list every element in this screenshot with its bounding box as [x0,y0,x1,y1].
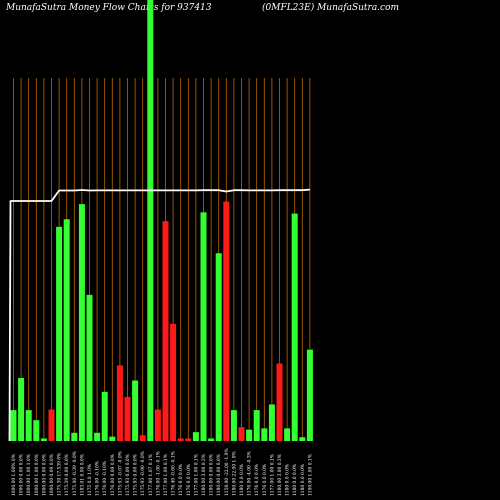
bar [109,436,116,441]
x-tick-label: 1177.00 1.00 0.1% [270,454,275,496]
x-tick-label: 1176.00 -1.00 -0.1% [156,451,161,496]
x-tick-label: 1000.00 1.00 1.0% [27,454,32,496]
x-tick-label: 1000.00 0.09 0.0% [50,454,55,496]
bar [40,438,47,441]
bar [299,437,306,441]
x-tick-label: 1175.39 17.539 8% [58,453,63,496]
x-tick-label: 1177.00 1.00 0.1% [194,454,199,496]
x-tick-label: 1175 0.0 1.0% [88,464,93,496]
x-tick-label: 1176.00 -0.10% [96,461,101,496]
bar [291,213,298,441]
x-tick-label: 1180 0.0 0.0% [301,464,306,496]
chart-code-site: (0MFL23E) MunafaSutra.com [262,3,400,13]
bar [276,363,283,441]
line-layer [8,188,310,442]
grid-layer [13,78,311,441]
bar [132,380,139,441]
price-line [8,188,310,442]
x-tick-label: 1175.93 -0.90 -0.0% [141,451,146,496]
x-tick-label: 1000.00 1.00% 0% [12,454,17,496]
bar [101,391,108,441]
bar [261,428,268,441]
x-tick-label: 1175.93 0.00 0.0% [134,454,139,496]
bar [170,323,177,441]
x-tick-label: 1180.00 22.00 1.9% [232,451,237,496]
x-tick-label: 1177.00 1.00 0.1% [164,454,169,496]
x-tick-label: 1175.39 0.00 0.0% [65,454,70,496]
x-tick-label: 1176.40 -0.60 -0.1% [172,451,177,496]
bar [215,253,222,441]
x-tick-label: 1176 0.0 0.0% [255,464,260,496]
bar [116,365,123,441]
bar [185,438,192,441]
x-tick-label: 1176 0.0 0.0% [187,464,192,496]
bar [200,212,207,441]
x-tick-label: 1180 0.0 0.0% [293,464,298,496]
bar [246,429,253,441]
bar [94,432,101,441]
bar [56,226,63,441]
x-tick-label: 1000.00 0.00 0.0% [42,454,47,496]
x-tick-label: 1180.00 0.00 0.0% [210,454,215,496]
x-tick-label: 1176.00 0.00 0.0% [111,454,116,496]
bar [268,404,275,441]
x-tick-label: 1183.01 0.00 0.0% [80,454,85,496]
bar [33,420,40,441]
bar [177,438,184,441]
x-tick-label: 1176.00 -0.10% [103,461,108,496]
x-tick-label: 1000.00 0.00 0.0% [20,454,25,496]
bar [284,428,291,441]
bar [208,438,215,441]
bar [306,349,313,441]
bar [124,396,131,441]
x-tick-label: 1175.00 -0.39 -0.0% [73,451,78,496]
bar [230,410,237,441]
x-tick-label: 1175.93 0.00 0.0% [126,454,131,496]
bar-layer [10,0,313,441]
x-tick-label: 1180 0.0 0.0% [286,464,291,496]
x-label-layer: 1000.00 1.00% 0% 1000.00 0.00 0.0% 1000.00… [12,448,313,496]
x-tick-label: 1176.00 -4.00 -0.3% [248,451,253,496]
x-tick-label: 1158.00 -22.00 -1.9% [225,448,230,496]
x-tick-label: 1180.00 3.00 0.3% [202,454,207,496]
x-tick-label: 1180 0.0 0.0% [240,464,245,496]
bar [223,201,230,441]
bar [78,204,85,441]
bar [162,221,169,441]
bar [18,378,25,441]
x-tick-label: 1000.00 1.00 0.0% [35,454,40,496]
bar [147,0,154,441]
bar [192,432,199,441]
x-tick-label: 1176 0.0 0.0% [263,464,268,496]
bar [86,294,93,441]
bar [139,435,146,441]
x-tick-label: 1176 0.0 0.0% [179,464,184,496]
bar [71,432,78,441]
bar [253,410,260,441]
bar [154,409,161,441]
x-tick-label: 1177.00 1.07 0.1% [149,454,154,496]
x-tick-label: 1180.00 0.00 0.0% [217,454,222,496]
bar [10,410,17,441]
bar [238,427,245,441]
bar [63,219,70,441]
chart-title: MunafaSutra Money Flow Charts for 937413 [6,3,212,13]
x-tick-label: 1190.00 1.00 0.1% [308,454,313,496]
bar [48,409,55,441]
bar [25,410,32,441]
x-tick-label: 1175.93 -0.07 -0.0% [118,451,123,496]
x-tick-label: 1180.00 3.00 0.3% [278,454,283,496]
